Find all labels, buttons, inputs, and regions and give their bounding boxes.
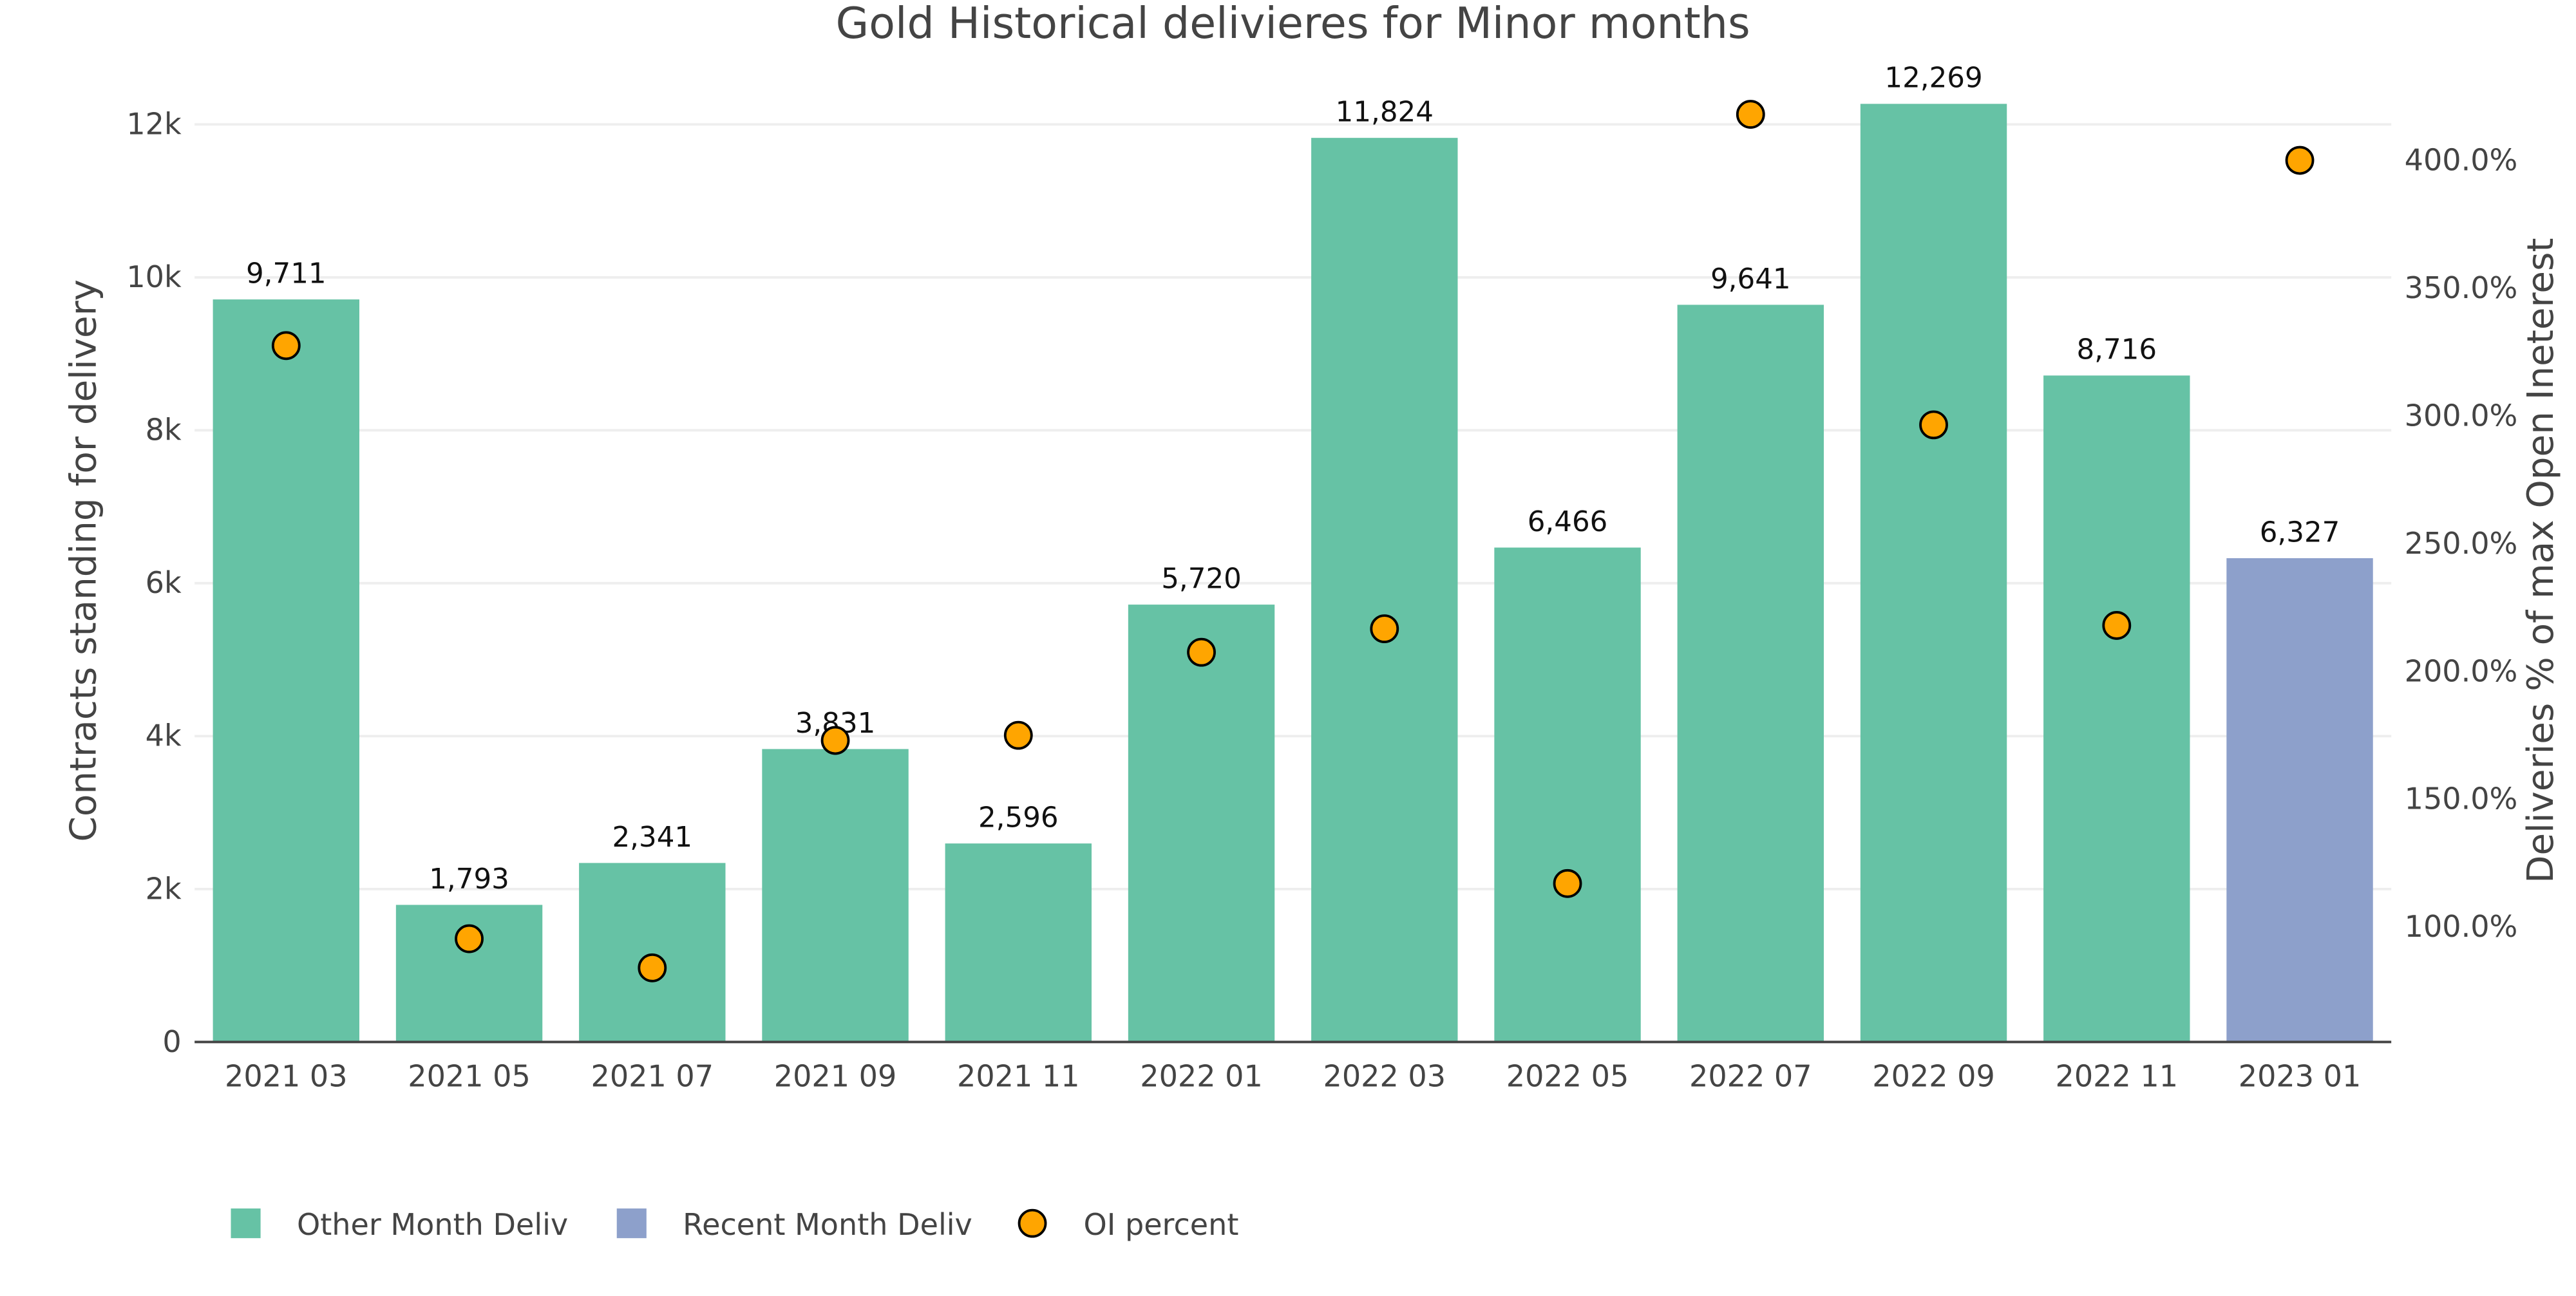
y-tick-label: 10k bbox=[126, 259, 182, 294]
y2-tick-label: 200.0% bbox=[2405, 653, 2518, 688]
oi-percent-point[interactable] bbox=[1003, 720, 1033, 750]
bar-value-label: 6,466 bbox=[1528, 506, 1608, 538]
oi-percent-point[interactable] bbox=[1736, 100, 1765, 129]
y2-tick-label: 150.0% bbox=[2405, 782, 2518, 816]
y-axis-title: Contracts standing for delivery bbox=[63, 279, 105, 842]
x-tick-label: 2021 05 bbox=[408, 1059, 531, 1094]
y2-axis-ticks: 100.0% 150.0% 200.0% 250.0% 300.0% 350.0% 400.… bbox=[2405, 142, 2518, 944]
oi-percent-point[interactable] bbox=[1187, 637, 1216, 667]
bar-value-label: 12,269 bbox=[1884, 62, 1982, 95]
x-tick-label: 2021 07 bbox=[591, 1059, 714, 1094]
y-axis-ticks: 0 2k 4k 6k 8k 10k 12k bbox=[126, 107, 182, 1059]
bar-value-label: 6,327 bbox=[2260, 516, 2340, 549]
oi-percent-point[interactable] bbox=[1919, 410, 1948, 440]
x-tick-label: 2023 01 bbox=[2239, 1059, 2362, 1094]
y2-tick-label: 250.0% bbox=[2405, 526, 2518, 561]
bar-recent-month[interactable] bbox=[2226, 558, 2373, 1042]
x-tick-label: 2021 09 bbox=[774, 1059, 897, 1094]
x-tick-label: 2021 11 bbox=[957, 1059, 1080, 1094]
bar-other-month[interactable] bbox=[1677, 305, 1824, 1042]
oi-percent-points bbox=[271, 100, 2315, 982]
x-tick-label: 2022 01 bbox=[1140, 1059, 1263, 1094]
legend: Other Month Deliv Recent Month Deliv OI … bbox=[231, 1207, 1238, 1242]
bar-other-month[interactable] bbox=[213, 299, 359, 1042]
bar-value-label: 2,596 bbox=[978, 802, 1059, 834]
bar-value-label: 2,341 bbox=[612, 822, 693, 854]
y-tick-label: 8k bbox=[146, 413, 182, 447]
bar-value-label: 9,711 bbox=[246, 258, 327, 290]
y2-tick-label: 400.0% bbox=[2405, 142, 2518, 177]
bar-other-month[interactable] bbox=[945, 843, 1092, 1042]
y2-tick-label: 100.0% bbox=[2405, 909, 2518, 944]
bar-value-label: 1,793 bbox=[429, 863, 509, 896]
y-tick-label: 2k bbox=[146, 871, 182, 906]
legend-label-recent-month[interactable]: Recent Month Deliv bbox=[683, 1207, 972, 1242]
y-tick-label: 0 bbox=[162, 1024, 181, 1059]
legend-swatch-other-month[interactable] bbox=[231, 1208, 261, 1239]
oi-percent-point[interactable] bbox=[2102, 611, 2132, 640]
x-tick-label: 2021 03 bbox=[225, 1059, 348, 1094]
legend-label-other-month[interactable]: Other Month Deliv bbox=[297, 1207, 568, 1242]
oi-percent-point[interactable] bbox=[271, 331, 301, 361]
y-tick-label: 6k bbox=[146, 565, 182, 600]
bar-other-month[interactable] bbox=[579, 863, 726, 1042]
x-tick-label: 2022 05 bbox=[1506, 1059, 1629, 1094]
bar-value-label: 11,824 bbox=[1336, 97, 1434, 129]
y2-tick-label: 300.0% bbox=[2405, 398, 2518, 433]
x-tick-label: 2022 11 bbox=[2056, 1059, 2179, 1094]
bar-other-month[interactable] bbox=[762, 749, 909, 1042]
bar-value-label: 8,716 bbox=[2076, 334, 2157, 366]
oi-percent-point[interactable] bbox=[1553, 869, 1582, 898]
oi-percent-point[interactable] bbox=[1370, 614, 1399, 644]
chart-title: Gold Historical delivieres for Minor mon… bbox=[836, 0, 1750, 48]
bar-other-month[interactable] bbox=[1860, 104, 2007, 1042]
legend-label-oi-percent[interactable]: OI percent bbox=[1083, 1207, 1238, 1242]
bar-other-month[interactable] bbox=[1128, 605, 1275, 1042]
oi-percent-point[interactable] bbox=[455, 924, 484, 953]
bar-other-month[interactable] bbox=[1494, 547, 1641, 1042]
y-tick-label: 4k bbox=[146, 718, 182, 753]
x-axis-ticks: 2021 03 2021 05 2021 07 2021 09 2021 11 2022 … bbox=[225, 1059, 2361, 1094]
x-tick-label: 2022 09 bbox=[1872, 1059, 1995, 1094]
y-tick-label: 12k bbox=[126, 107, 182, 142]
x-tick-label: 2022 03 bbox=[1323, 1059, 1446, 1094]
y2-tick-label: 350.0% bbox=[2405, 270, 2518, 305]
x-tick-label: 2022 07 bbox=[1689, 1059, 1812, 1094]
legend-marker-oi-percent[interactable] bbox=[1018, 1208, 1047, 1238]
oi-percent-point[interactable] bbox=[820, 726, 850, 755]
bar-other-month[interactable] bbox=[1311, 138, 1458, 1042]
oi-percent-point[interactable] bbox=[638, 953, 667, 982]
oi-percent-point[interactable] bbox=[2285, 146, 2315, 175]
bars bbox=[213, 104, 2373, 1042]
bar-value-label: 9,641 bbox=[1710, 263, 1791, 296]
gridlines bbox=[194, 123, 2392, 890]
legend-swatch-recent-month[interactable] bbox=[616, 1208, 647, 1239]
bar-labels: 9,7111,7932,3413,8312,5965,72011,8246,46… bbox=[246, 62, 2340, 896]
y2-axis-title: Deliveries % of max Open Ineterest bbox=[2520, 238, 2562, 883]
bar-value-label: 5,720 bbox=[1161, 563, 1242, 595]
bar-other-month[interactable] bbox=[2043, 375, 2190, 1042]
